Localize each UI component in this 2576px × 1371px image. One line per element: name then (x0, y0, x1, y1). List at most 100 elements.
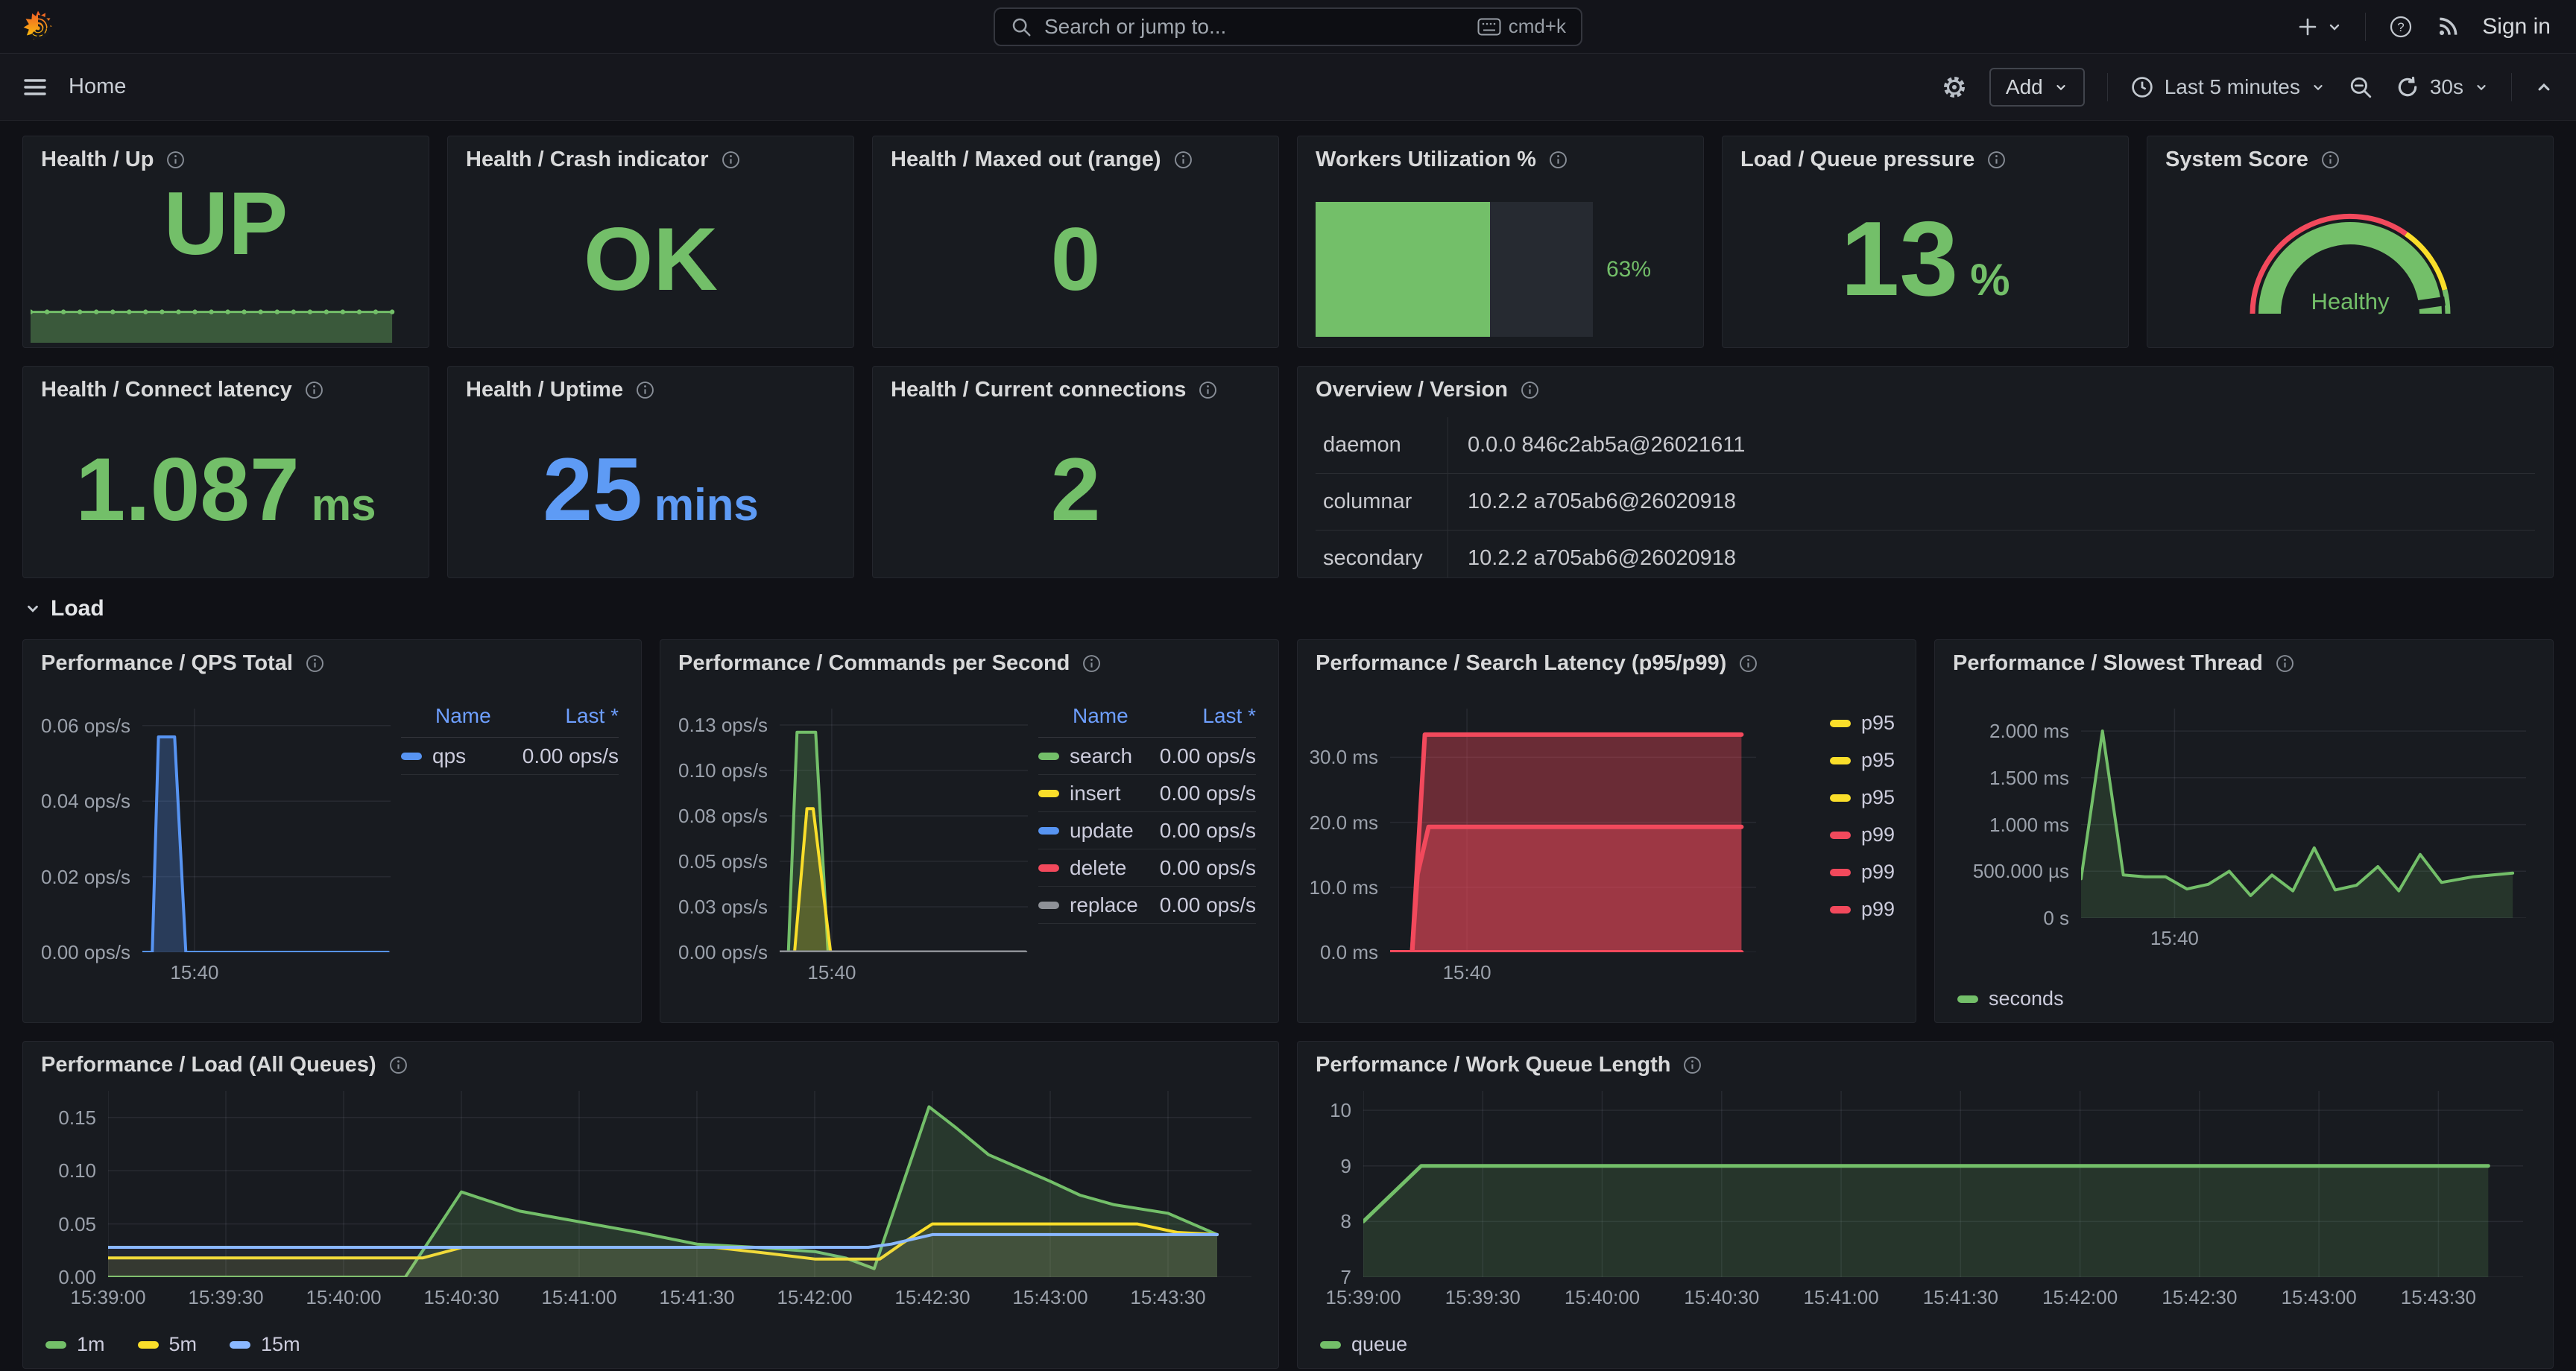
keyboard-icon (1477, 18, 1501, 36)
info-icon[interactable] (2320, 150, 2340, 170)
panel-title: Health / Connect latency (41, 377, 292, 402)
x-axis-label: 15:42:30 (2162, 1286, 2238, 1308)
y-axis-label: 0.00 ops/s (678, 941, 768, 963)
legend-item[interactable]: replace 0.00 ops/s (1038, 887, 1256, 924)
panel-load-all-queues: Performance / Load (All Queues) 1m 5m 15m … (22, 1041, 1279, 1369)
panel-header[interactable]: Performance / Commands per Second (660, 640, 1278, 686)
panel-title: Load / Queue pressure (1740, 147, 1975, 171)
info-icon[interactable] (1082, 653, 1102, 674)
panel-header[interactable]: Workers Utilization % (1298, 136, 1703, 183)
sign-in-button[interactable]: Sign in (2482, 13, 2551, 39)
legend-item[interactable]: 5m (137, 1333, 197, 1356)
collapse-toolbar-chevron-up-icon[interactable] (2534, 77, 2554, 97)
info-icon[interactable] (305, 653, 325, 674)
panel-header[interactable]: Load / Queue pressure (1723, 136, 2128, 183)
info-icon[interactable] (1173, 150, 1193, 170)
time-range-picker[interactable]: Last 5 minutes (2130, 75, 2326, 99)
info-icon[interactable] (1198, 380, 1218, 400)
panel-header[interactable]: Health / Crash indicator (448, 136, 853, 183)
load-plot-area[interactable] (108, 1091, 1251, 1277)
panel-header[interactable]: Performance / Slowest Thread (1935, 640, 2553, 686)
panel-header[interactable]: Overview / Version (1298, 367, 2553, 413)
x-axis-label: 15:41:30 (659, 1286, 735, 1308)
legend-item[interactable]: 1m (45, 1333, 105, 1356)
legend-item[interactable]: queue (1320, 1333, 1407, 1356)
workers-bar-fill (1316, 202, 1491, 337)
legend-item[interactable]: p99 (1829, 823, 1895, 846)
up-sparkline (23, 136, 429, 347)
legend-item[interactable]: p95 (1829, 749, 1895, 772)
info-icon[interactable] (1682, 1055, 1702, 1075)
legend-item[interactable]: qps 0.00 ops/s (401, 738, 619, 775)
panel-header[interactable]: Health / Current connections (873, 367, 1278, 413)
panel-commands-per-second: Performance / Commands per Second Name La… (660, 639, 1279, 1023)
section-row-load[interactable]: Load (24, 596, 2554, 621)
toolbar-right: Add Last 5 minutes 30s (1942, 67, 2554, 107)
info-icon[interactable] (1520, 380, 1540, 400)
y-axis-label: 0.04 ops/s (41, 790, 130, 813)
legend-item[interactable]: 15m (230, 1333, 300, 1356)
info-icon[interactable] (1986, 150, 2007, 170)
info-icon[interactable] (165, 150, 186, 170)
info-icon[interactable] (721, 150, 741, 170)
series-swatch (1829, 905, 1851, 914)
y-axis-label: 0.08 ops/s (678, 804, 768, 827)
x-axis-label: 15:40 (170, 961, 219, 984)
x-axis-label: 15:42:30 (894, 1286, 970, 1308)
legend-item[interactable]: p95 (1829, 712, 1895, 735)
dashboard-settings-gear-icon[interactable] (1942, 75, 1967, 100)
stat-value: 1.087 (75, 439, 300, 539)
breadcrumb-home[interactable]: Home (69, 75, 127, 98)
info-icon[interactable] (1738, 653, 1758, 674)
info-icon[interactable] (1548, 150, 1568, 170)
legend-item[interactable]: delete 0.00 ops/s (1038, 849, 1256, 887)
panel-header[interactable]: Performance / Search Latency (p95/p99) (1298, 640, 1916, 686)
search-input[interactable]: Search or jump to... cmd+k (994, 7, 1582, 46)
panel-header[interactable]: Performance / Load (All Queues) (23, 1042, 1278, 1088)
help-icon[interactable]: ? (2388, 14, 2414, 39)
panel-header[interactable]: Health / Maxed out (range) (873, 136, 1278, 183)
legend-item[interactable]: p95 (1829, 786, 1895, 809)
legend-sort-name[interactable]: Name (435, 704, 491, 727)
legend-item[interactable]: p99 (1829, 861, 1895, 884)
news-rss-icon[interactable] (2436, 15, 2460, 39)
series-swatch (1038, 789, 1059, 797)
refresh-picker[interactable]: 30s (2396, 75, 2489, 99)
gauge-label: Healthy (2311, 288, 2390, 314)
info-icon[interactable] (388, 1055, 408, 1075)
commands-plot-area[interactable] (780, 709, 1028, 952)
latency-plot-area[interactable] (1390, 709, 1756, 952)
panel-header[interactable]: System Score (2147, 136, 2553, 183)
version-table: daemon 0.0.0 846c2ab5a@26021611 columnar… (1316, 417, 2535, 577)
new-button[interactable] (2296, 16, 2343, 38)
info-icon[interactable] (2275, 653, 2295, 674)
qps-plot-area[interactable] (142, 709, 391, 952)
legend-item[interactable]: seconds (1957, 987, 2064, 1010)
legend-item[interactable]: insert 0.00 ops/s (1038, 775, 1256, 812)
panel-header[interactable]: Health / Uptime (448, 367, 853, 413)
panel-header[interactable]: Performance / QPS Total (23, 640, 641, 686)
panel-header[interactable]: Health / Connect latency (23, 367, 429, 413)
legend-item[interactable]: p99 (1829, 898, 1895, 921)
menu-hamburger-icon[interactable] (22, 76, 48, 98)
series-swatch (1038, 826, 1059, 835)
slowest-plot-area[interactable] (2081, 709, 2526, 918)
zoom-out-icon[interactable] (2348, 75, 2373, 100)
info-icon[interactable] (304, 380, 324, 400)
panel-header[interactable]: Performance / Work Queue Length (1298, 1042, 2553, 1088)
info-icon[interactable] (635, 380, 655, 400)
panel-header[interactable]: Health / Up (23, 136, 429, 183)
stat-wrap: 0 (873, 175, 1278, 343)
legend-sort-name[interactable]: Name (1073, 704, 1128, 727)
grafana-logo[interactable] (21, 10, 55, 44)
legend-sort-last[interactable]: Last * (565, 704, 619, 727)
legend-sort-last[interactable]: Last * (1202, 704, 1256, 727)
legend-item[interactable]: update 0.00 ops/s (1038, 812, 1256, 849)
component-name: columnar (1316, 474, 1448, 530)
add-panel-button[interactable]: Add (1989, 67, 2085, 107)
x-axis-label: 15:42:00 (2042, 1286, 2118, 1308)
panel-system-score: System Score Healthy (2147, 136, 2554, 348)
legend-item[interactable]: search 0.00 ops/s (1038, 738, 1256, 775)
work-queue-plot-area[interactable] (1363, 1091, 2523, 1277)
